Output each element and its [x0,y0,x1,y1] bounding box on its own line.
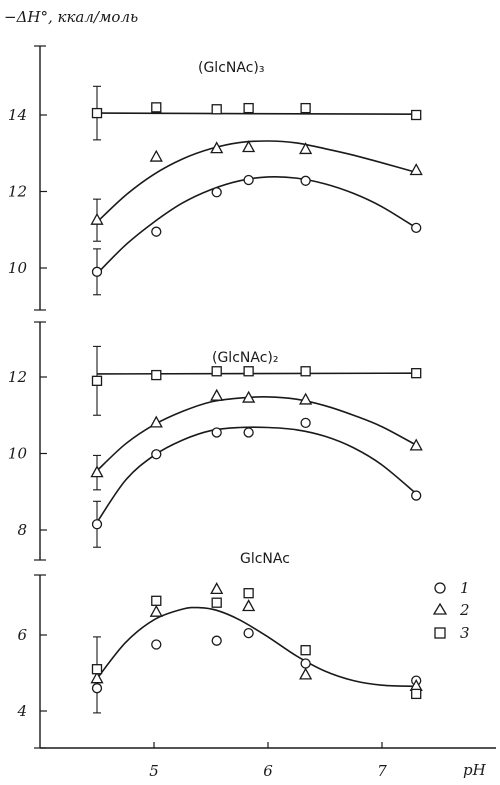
data-point-circle [411,222,422,233]
data-point-square [300,366,311,377]
legend-label-2: 2 [459,601,470,619]
data-point-triangle [409,438,423,451]
panel-title-disaccharide: (GlcNAc)₂ [212,350,278,366]
fit-curve-series-1 [96,606,417,688]
fit-curve-series-2 [96,396,417,472]
y-tick-label: 10 [8,445,28,463]
data-point-square [300,645,311,656]
data-point-square [211,597,222,608]
data-point-square [151,369,162,381]
data-point-triangle [299,667,313,680]
data-point-triangle [242,140,256,153]
panel-title-trisaccharide: (GlcNAc)₃ [198,60,264,76]
legend-label-1: 1 [460,579,470,597]
x-tick-label: 6 [263,762,273,780]
legend-circle-marker [434,582,446,594]
data-point-circle [151,226,162,237]
data-point-circle [91,683,103,694]
panel-title-monosaccharide: GlcNAc [240,551,290,567]
data-point-square [151,595,162,606]
data-point-triangle [149,415,163,428]
data-point-circle [91,266,103,277]
data-point-square [211,366,222,377]
x-tick-label: 5 [149,762,159,780]
data-point-triangle [299,142,313,155]
y-tick-label: 4 [16,702,27,720]
data-point-circle [243,174,254,186]
data-point-circle [211,635,222,646]
data-point-circle [151,639,162,650]
data-point-circle [211,187,222,198]
y-tick-label: 14 [8,106,27,124]
data-point-circle [300,658,311,669]
y-tick-label: 12 [8,368,27,386]
legend-square-marker [434,627,446,639]
data-point-triangle [409,163,423,176]
data-point-square [151,102,162,113]
data-point-triangle [210,141,224,154]
data-point-circle [151,449,162,460]
data-point-square [411,688,422,700]
y-axis-label: −ΔH°, ккал/моль [4,8,138,26]
y-tick-label: 12 [8,183,27,201]
y-tick-label: 10 [8,259,28,277]
y-tick-label: 8 [17,521,27,539]
data-point-triangle [90,671,104,684]
data-point-circle [91,519,103,530]
data-point-triangle [210,388,224,401]
data-point-triangle [90,212,104,225]
legend-triangle-marker [432,602,448,615]
data-point-circle [211,427,222,438]
fit-curve-series-1 [96,175,417,275]
data-point-triangle [242,390,256,403]
data-point-circle [243,627,254,639]
data-point-square [411,109,422,121]
data-point-circle [300,175,311,186]
data-point-square [243,102,254,114]
data-point-square [91,664,103,675]
y-tick-label: 6 [17,626,27,644]
data-point-square [300,102,311,114]
data-point-circle [300,417,311,429]
data-point-triangle [149,149,163,162]
data-point-circle [243,427,254,438]
x-tick-label: 7 [377,762,387,780]
data-point-square [91,375,103,386]
legend: 1 2 3 [432,579,470,642]
data-point-triangle [299,392,313,405]
data-point-square [411,368,422,379]
legend-label-3: 3 [460,624,470,642]
data-point-circle [411,490,422,501]
data-point-triangle [90,465,104,478]
data-point-square [91,107,103,119]
data-point-triangle [242,599,256,612]
x-axis-label: pH [463,761,487,779]
data-point-triangle [210,582,224,595]
data-point-square [211,104,222,115]
data-point-triangle [149,604,163,617]
data-point-square [243,588,254,599]
fit-curve-series-3 [96,112,417,116]
fit-curve-series-1 [96,426,417,523]
data-point-square [243,366,254,377]
fit-curve-series-3 [96,372,417,375]
fit-curve-series-2 [96,140,417,223]
